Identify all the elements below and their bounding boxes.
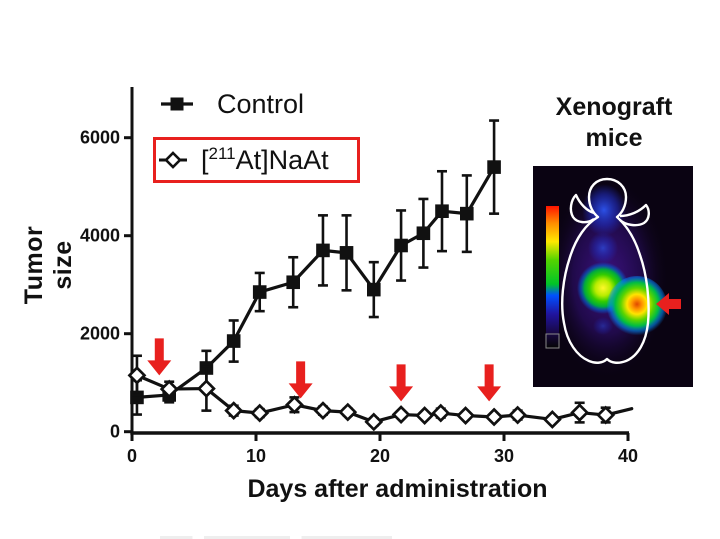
administration-arrow-icon: [477, 364, 502, 402]
treatment-data-marker: [508, 405, 528, 425]
x-tick-label: 30: [494, 446, 514, 466]
x-tick-label: 10: [246, 446, 266, 466]
inset-title: Xenograft mice: [555, 93, 673, 152]
treatment-data-marker: [431, 403, 451, 423]
y-tick-label: 6000: [80, 128, 120, 148]
open-diamond-marker-icon: [159, 151, 187, 169]
color-scale-bar: [546, 206, 559, 348]
y-tick-label: 2000: [80, 324, 120, 344]
mouse-outline: [561, 177, 650, 364]
treatment-data-marker: [542, 410, 562, 429]
cropped-caption-artifact: [160, 536, 392, 539]
administration-arrow-icon: [288, 361, 313, 399]
administration-arrow-icon: [389, 364, 414, 402]
treatment-data-marker: [224, 401, 244, 421]
control-data-marker: [252, 285, 267, 299]
treatment-data-marker: [313, 401, 333, 421]
treatment-data-marker: [285, 395, 304, 415]
treatment-data-marker: [596, 405, 616, 425]
treatment-data-marker: [456, 406, 475, 425]
treatment-data-marker: [196, 379, 216, 398]
treatment-data-marker: [250, 403, 270, 423]
treatment-data-marker: [159, 379, 179, 399]
legend-item-treatment: [211At]NaAt: [153, 137, 360, 183]
control-data-marker: [339, 246, 354, 260]
legend-control-label: Control: [217, 88, 305, 119]
treatment-data-marker: [570, 403, 590, 422]
isotope-superscript: 211: [208, 143, 236, 163]
treatment-data-marker: [364, 412, 384, 432]
treatment-data-marker: [391, 405, 411, 424]
legend-treatment-label: [211At]NaAt: [201, 143, 329, 175]
y-tick-label: 0: [110, 422, 120, 442]
treatment-data-marker: [415, 406, 435, 425]
x-tick-label: 20: [370, 446, 390, 466]
control-data-marker: [435, 204, 449, 218]
administration-arrow-icon: [147, 338, 172, 376]
control-data-marker: [286, 275, 300, 290]
mouse-scan-svg: [533, 166, 693, 387]
x-tick-label: 0: [127, 446, 137, 466]
control-data-marker: [226, 334, 241, 348]
tumor-uptake-right-blob: [607, 276, 667, 336]
control-series-line: [135, 165, 496, 399]
head-uptake-glow: [582, 184, 626, 236]
control-data-marker: [367, 282, 381, 297]
x-axis-label: Days after administration: [247, 475, 548, 503]
tumor-pointer-arrow-icon: [656, 293, 681, 315]
filled-square-marker-icon: [161, 97, 193, 111]
y-axis-label: Tumor size: [20, 225, 77, 305]
y-tick-label: 4000: [80, 226, 120, 246]
control-data-marker: [394, 238, 408, 253]
treatment-data-marker: [127, 365, 147, 385]
treatment-data-marker: [484, 407, 504, 427]
x-tick-label: 40: [618, 446, 638, 466]
mouse-scan-image: [533, 166, 693, 387]
control-data-marker: [316, 243, 330, 258]
control-data-marker: [416, 226, 431, 241]
legend-item-control: Control: [161, 88, 304, 120]
control-data-marker: [487, 160, 501, 174]
treatment-data-marker: [338, 402, 358, 422]
control-data-marker: [460, 206, 474, 221]
